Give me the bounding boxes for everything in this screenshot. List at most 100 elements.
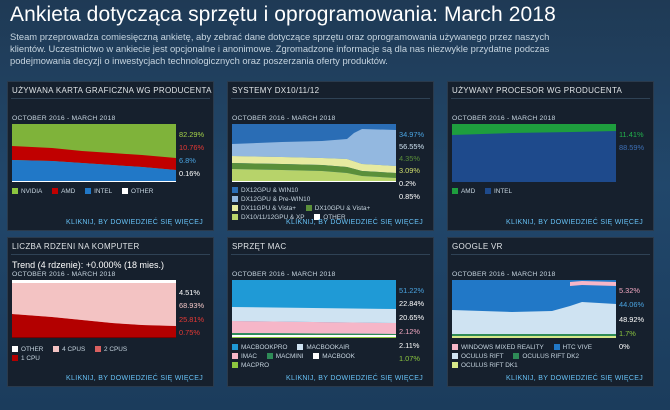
legend-label: INTEL: [493, 188, 513, 195]
legend-item: OTHER: [12, 345, 43, 354]
swatch: [452, 188, 458, 194]
legend-label: MACBOOKAIR: [306, 344, 350, 351]
more-info-link[interactable]: KLIKNIJ, BY DOWIEDZIEĆ SIĘ WIĘCEJ: [66, 375, 203, 382]
more-info-link[interactable]: KLIKNIJ, BY DOWIEDZIEĆ SIĘ WIĘCEJ: [286, 219, 423, 226]
swatch: [232, 205, 238, 211]
swatch: [232, 187, 238, 193]
divider: [231, 254, 430, 255]
panel-title: GOOGLE VR: [452, 242, 503, 251]
dx-xp-area: [232, 169, 396, 181]
cpu-chart: [452, 124, 616, 182]
mac-chart: [232, 280, 396, 338]
value-dx11-vista: 3.09%: [399, 166, 420, 175]
swatch: [121, 188, 128, 194]
legend-item: 2 CPUS: [95, 345, 127, 354]
value-windows-mr: 5.32%: [619, 286, 640, 295]
value-4-cpus: 68.93%: [179, 301, 205, 310]
dx10-vista-area: [232, 163, 396, 178]
legend-label: HTC VIVE: [562, 344, 592, 351]
swatch: [452, 344, 458, 350]
panel-title: SPRZĘT MAC: [232, 242, 287, 251]
legend-label: MACBOOK: [322, 353, 355, 360]
chart-legend: DX12GPU & WIN10 DX12GPU & Pre-WIN10 DX11…: [232, 186, 392, 222]
value-macmini: 2.12%: [399, 327, 420, 336]
swatch: [553, 344, 560, 350]
swatch: [232, 196, 238, 202]
legend-item: IMAC: [232, 352, 257, 361]
swatch: [232, 214, 238, 220]
value-1-cpu: 0.75%: [179, 328, 200, 337]
legend-item: INTEL: [85, 187, 112, 196]
panel-gpu: UŻYWANA KARTA GRAFICZNA WG PRODUCENTA OC…: [7, 81, 214, 231]
value-dx12-prewin10: 56.55%: [399, 142, 425, 151]
legend-label: DX11GPU & Vista+: [241, 205, 296, 212]
more-info-link[interactable]: KLIKNIJ, BY DOWIEDZIEĆ SIĘ WIĘCEJ: [506, 375, 643, 382]
chart-legend: OTHER 4 CPUS 2 CPUS 1 CPU: [12, 345, 172, 363]
legend-item: OTHER: [121, 187, 153, 196]
value-oculus-rift: 48.92%: [619, 315, 645, 324]
chart-legend: MACBOOKPRO MACBOOKAIR IMAC MACMINI MACBO…: [232, 343, 392, 370]
value-intel: 6.8%: [179, 156, 196, 165]
four-cpus-area: [12, 283, 176, 326]
panel-cpu: UŻYWANY PROCESOR WG PRODUCENTA OCTOBER 2…: [447, 81, 654, 231]
value-dx10-vista: 4.35%: [399, 154, 420, 163]
legend-item: 4 CPUS: [53, 345, 85, 354]
legend-label: DX10/11/12GPU & XP: [241, 214, 305, 221]
legend-item: WINDOWS MIXED REALITY: [452, 343, 544, 352]
value-macpro: 1.07%: [399, 354, 420, 363]
dx12-prewin10-area: [232, 129, 396, 166]
legend-item: OCULUS RIFT DK2: [513, 352, 579, 361]
legend-item: MACBOOKPRO: [232, 343, 288, 352]
divider: [451, 254, 650, 255]
swatch: [12, 188, 18, 194]
swatch: [12, 355, 18, 361]
legend-label: AMD: [461, 188, 476, 195]
value-amd: 11.41%: [619, 130, 644, 139]
value-oculus-rift-dk2: 1.7%: [619, 329, 636, 338]
more-info-link[interactable]: KLIKNIJ, BY DOWIEDZIEĆ SIĘ WIĘCEJ: [66, 219, 203, 226]
chart-legend: WINDOWS MIXED REALITY HTC VIVE OCULUS RI…: [452, 343, 612, 370]
panel-title: UŻYWANA KARTA GRAFICZNA WG PRODUCENTA: [12, 86, 212, 95]
value-intel: 88.59%: [619, 143, 645, 152]
value-2-cpus: 25.81%: [179, 315, 205, 324]
legend-item: HTC VIVE: [553, 343, 592, 352]
divider: [11, 98, 210, 99]
panel-title: LICZBA RDZENI NA KOMPUTER: [12, 242, 140, 251]
other-area: [232, 181, 396, 182]
chart-date-range: OCTOBER 2016 - MARCH 2018: [12, 271, 116, 278]
macbookair-area: [232, 307, 396, 323]
legend-label: OTHER: [21, 346, 44, 353]
legend-item: MACBOOK: [313, 352, 355, 361]
chart-legend: NVIDIA AMD INTEL OTHER: [12, 187, 172, 196]
amd-area: [452, 124, 616, 135]
chart-date-range: OCTOBER 2016 - MARCH 2018: [232, 115, 336, 122]
divider: [451, 98, 650, 99]
legend-label: MACPRO: [241, 362, 270, 369]
imac-area: [232, 321, 396, 334]
legend-label: NVIDIA: [21, 188, 43, 195]
value-dx-xp: 0.2%: [399, 179, 416, 188]
value-macbook: 2.11%: [399, 341, 420, 350]
more-info-link[interactable]: KLIKNIJ, BY DOWIEDZIEĆ SIĘ WIĘCEJ: [506, 219, 643, 226]
oculus-rift-dk2-area: [452, 334, 616, 336]
value-nvidia: 82.29%: [179, 130, 205, 139]
macpro-area: [232, 337, 396, 338]
value-other: 0.16%: [179, 169, 200, 178]
chart-date-range: OCTOBER 2016 - MARCH 2018: [232, 271, 336, 278]
swatch: [12, 346, 18, 352]
panel-directx: SYSTEMY DX10/11/12 OCTOBER 2016 - MARCH …: [227, 81, 434, 231]
legend-item: DX12GPU & WIN10: [232, 186, 298, 195]
trend-text: Trend (4 rdzenie): +0.000% (18 mies.): [12, 260, 164, 270]
legend-label: DX12GPU & WIN10: [241, 187, 299, 194]
legend-label: 4 CPUS: [62, 346, 86, 353]
legend-label: OCULUS RIFT DK2: [522, 353, 580, 360]
vr-chart: [452, 280, 616, 338]
value-macbookpro: 51.22%: [399, 286, 425, 295]
gpu-chart: [12, 124, 176, 182]
legend-item: AMD: [52, 187, 75, 196]
more-info-link[interactable]: KLIKNIJ, BY DOWIEDZIEĆ SIĘ WIĘCEJ: [286, 375, 423, 382]
chart-date-range: OCTOBER 2016 - MARCH 2018: [12, 115, 116, 122]
legend-item: OCULUS RIFT: [452, 352, 504, 361]
swatch: [452, 362, 458, 368]
legend-label: OTHER: [323, 214, 346, 221]
